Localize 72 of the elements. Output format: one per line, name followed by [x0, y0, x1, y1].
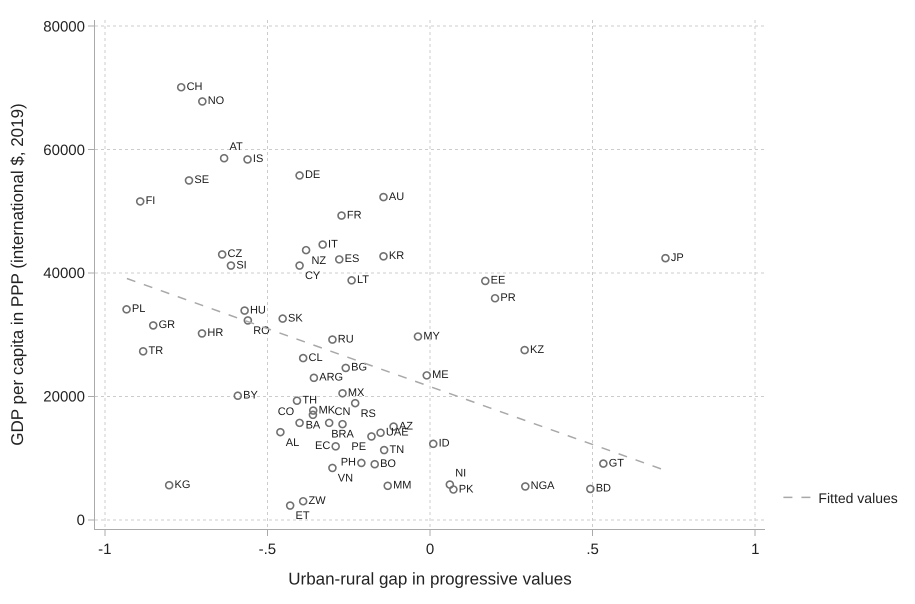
data-label: RU	[338, 333, 354, 346]
data-label: SI	[236, 259, 247, 272]
data-label: ET	[296, 510, 310, 522]
x-tick-label: 1	[751, 541, 760, 558]
data-label: EE	[490, 274, 506, 287]
data-label: ES	[344, 253, 360, 266]
data-label: JP	[670, 252, 684, 264]
data-label: HR	[207, 327, 224, 340]
y-tick-label: 40000	[43, 265, 85, 282]
data-label: TR	[148, 345, 164, 358]
x-tick-label: .5	[586, 541, 599, 558]
x-tick-label: -1	[98, 541, 112, 558]
data-label: BG	[351, 362, 368, 374]
data-label: AT	[229, 141, 244, 154]
data-label: GT	[608, 457, 624, 470]
data-label: SE	[194, 174, 210, 186]
data-label: EC	[315, 440, 330, 452]
data-label: PK	[458, 483, 474, 496]
data-label: TH	[302, 394, 318, 406]
x-tick-label: 0	[426, 541, 434, 558]
data-label: PH	[340, 456, 356, 469]
data-label: GR	[158, 319, 176, 332]
y-tick-label: 0	[76, 512, 85, 529]
data-label: VN	[338, 472, 354, 485]
data-label: KR	[388, 250, 404, 262]
data-label: IS	[252, 153, 264, 166]
y-axis-title: GDP per capita in PPP (international $, 2019)	[8, 103, 27, 446]
data-label: FI	[146, 195, 156, 208]
data-label: MX	[348, 387, 366, 400]
data-label: PE	[351, 441, 366, 454]
data-label: SK	[288, 312, 304, 324]
data-label: PL	[132, 303, 146, 316]
y-tick-label: 60000	[43, 142, 85, 159]
data-label: CL	[308, 352, 323, 364]
data-label: BO	[380, 458, 396, 470]
y-tick-label: 20000	[43, 388, 85, 406]
data-label: NZ	[311, 254, 326, 267]
data-label: CY	[304, 270, 321, 282]
data-label: AU	[388, 190, 404, 203]
data-label: NO	[208, 95, 225, 108]
data-label: BA	[306, 419, 321, 432]
data-label: CN	[334, 406, 350, 418]
data-label: ME	[432, 369, 449, 382]
data-label: CZ	[228, 248, 242, 260]
data-label: BRA	[331, 428, 354, 441]
x-axis-title: Urban-rural gap in progressive values	[288, 569, 572, 588]
data-label: CH	[186, 81, 203, 93]
data-label: KG	[174, 478, 190, 491]
data-label: RS	[360, 408, 376, 420]
data-label: MY	[423, 330, 441, 342]
data-label: HU	[250, 304, 266, 316]
y-tick-label: 80000	[43, 18, 85, 36]
data-label: LT	[356, 274, 370, 286]
data-label: FR	[346, 209, 362, 222]
data-label: KZ	[530, 344, 544, 356]
data-label: CO	[278, 406, 295, 418]
data-label: PR	[500, 292, 516, 304]
x-tick-label: -.5	[258, 541, 276, 558]
data-label: BD	[596, 482, 612, 495]
data-label: ZW	[308, 494, 326, 507]
data-label: NI	[455, 467, 466, 480]
data-label: NGA	[530, 480, 556, 492]
data-label: ID	[438, 438, 450, 450]
data-label: MK	[318, 404, 336, 416]
data-label: DE	[304, 169, 320, 182]
data-label: TN	[390, 444, 404, 456]
data-label: MM	[393, 480, 412, 492]
data-label: ARG	[319, 372, 344, 384]
data-label: BY	[243, 389, 258, 402]
data-label: IT	[328, 238, 338, 250]
data-label: AL	[286, 436, 300, 449]
legend-label: Fitted values	[818, 490, 898, 506]
